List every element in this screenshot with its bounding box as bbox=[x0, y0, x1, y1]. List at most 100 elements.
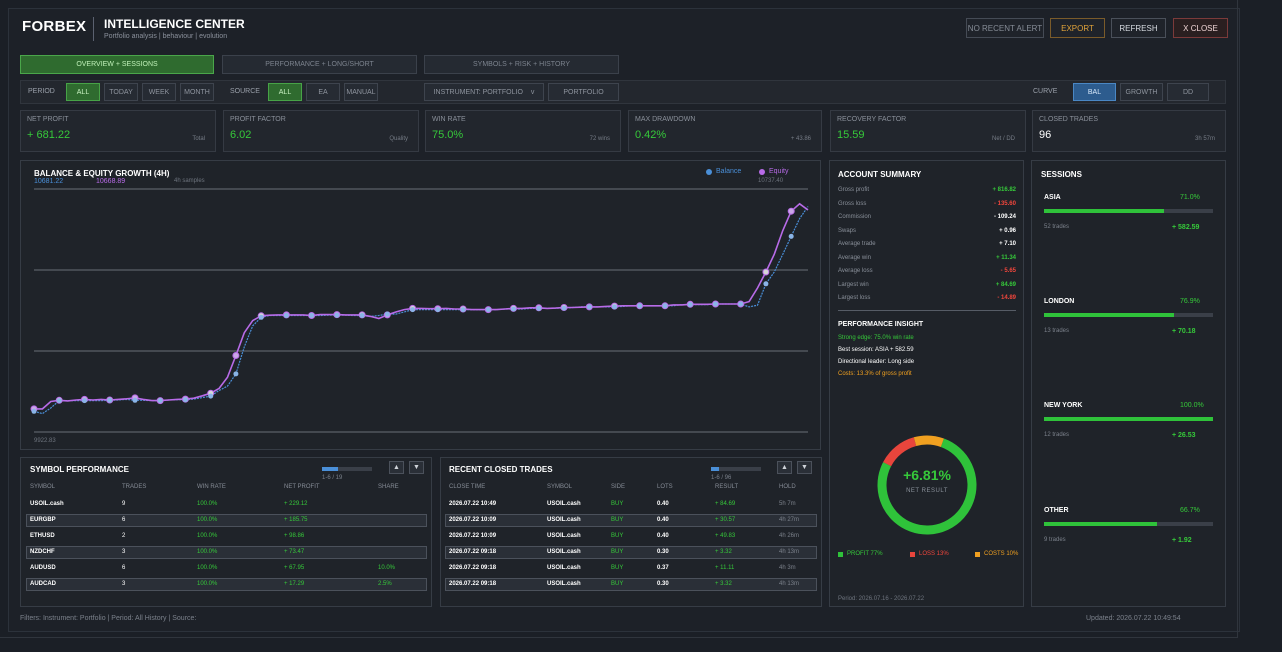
period-month-button[interactable]: MONTH bbox=[180, 83, 214, 101]
col-close-time: CLOSE TIME bbox=[449, 484, 486, 490]
curve-label: CURVE bbox=[1033, 88, 1058, 95]
balance-point bbox=[586, 304, 592, 310]
table-cell: 100.0% bbox=[197, 565, 218, 571]
session-profit: + 70.18 bbox=[1172, 328, 1196, 335]
table-row[interactable] bbox=[26, 578, 427, 591]
summary-value: + 0.96 bbox=[999, 227, 1016, 234]
refresh-button[interactable]: REFRESH bbox=[1111, 18, 1166, 38]
table-row[interactable] bbox=[445, 498, 817, 511]
legend-equity-label: Equity bbox=[769, 168, 789, 175]
summary-label: Average trade bbox=[838, 241, 876, 247]
page-up-icon[interactable]: ▲ bbox=[389, 461, 404, 474]
alert-status-button[interactable]: NO RECENT ALERT bbox=[966, 18, 1044, 38]
balance-point bbox=[309, 313, 315, 318]
table-cell: AUDUSD bbox=[30, 565, 56, 571]
symbol-scroll-fill bbox=[322, 467, 338, 471]
balance-point bbox=[536, 305, 542, 311]
period-label: PERIOD bbox=[28, 88, 55, 95]
table-row[interactable] bbox=[445, 578, 817, 591]
table-cell: NZDCHF bbox=[30, 549, 55, 555]
equity-point bbox=[762, 268, 770, 276]
table-row[interactable] bbox=[445, 514, 817, 527]
table-cell: 2026.07.22 10:09 bbox=[449, 533, 497, 539]
kpi-note: 72 wins bbox=[589, 136, 610, 142]
period-week-button[interactable]: WEEK bbox=[142, 83, 176, 101]
source-all-button[interactable]: ALL bbox=[268, 83, 302, 101]
session-win-rate: 100.0% bbox=[1180, 402, 1204, 409]
page-down-icon[interactable]: ▼ bbox=[409, 461, 424, 474]
period-today-button[interactable]: TODAY bbox=[104, 83, 138, 101]
portfolio-button[interactable]: PORTFOLIO bbox=[548, 83, 619, 101]
balance-point bbox=[511, 306, 516, 312]
insight-line: Directional leader: Long side bbox=[838, 359, 915, 365]
table-cell: 5h 7m bbox=[779, 501, 796, 507]
summary-label: Commission bbox=[838, 214, 872, 220]
kpi-label: NET PROFIT bbox=[27, 116, 69, 123]
donut-value: +6.81% bbox=[903, 467, 951, 483]
summary-label: Gross profit bbox=[838, 187, 870, 193]
table-row[interactable] bbox=[445, 530, 817, 543]
table-row[interactable] bbox=[445, 546, 817, 559]
balance-point bbox=[182, 397, 188, 403]
table-row[interactable] bbox=[26, 498, 427, 511]
curve-growth-button[interactable]: GROWTH bbox=[1120, 83, 1163, 101]
session-name: OTHER bbox=[1044, 507, 1069, 514]
donut-costs-segment bbox=[877, 435, 977, 535]
page-up-icon[interactable]: ▲ bbox=[777, 461, 792, 474]
balance-point bbox=[788, 233, 794, 239]
balance-last-value: 10681.22 bbox=[34, 178, 64, 185]
source-manual-button[interactable]: MANUAL bbox=[344, 83, 378, 101]
session-win-rate: 66.7% bbox=[1180, 507, 1200, 514]
session-profit: + 1.92 bbox=[1172, 537, 1192, 544]
footer-filters: Filters: Instrument: Portfolio | Period:… bbox=[20, 615, 197, 622]
instrument-select-label: INSTRUMENT: PORTFOLIO bbox=[433, 88, 523, 96]
table-row[interactable] bbox=[26, 514, 427, 527]
table-cell: 0.40 bbox=[657, 501, 669, 507]
table-cell: + 98.86 bbox=[284, 533, 305, 539]
symbol-scroll-indicator[interactable] bbox=[322, 467, 372, 471]
curve-bal-button[interactable]: BAL bbox=[1073, 83, 1116, 101]
tab-overview-sessions[interactable]: OVERVIEW + SESSIONS bbox=[20, 55, 214, 74]
balance-point bbox=[132, 397, 138, 403]
tab-symbols-risk-history[interactable]: SYMBOLS + RISK + HISTORY bbox=[424, 55, 619, 74]
legend-balance[interactable]: Balance bbox=[706, 168, 741, 175]
legend-loss: LOSS 13% bbox=[910, 551, 949, 557]
col-symbol: SYMBOL bbox=[30, 484, 56, 490]
equity-dot-icon bbox=[759, 168, 765, 175]
summary-row: Largest loss - 14.89 bbox=[838, 295, 1016, 301]
curve-dd-button[interactable]: DD bbox=[1167, 83, 1209, 101]
table-cell: + 11.11 bbox=[715, 565, 735, 571]
insight-line: Strong edge: 75.0% win rate bbox=[838, 335, 914, 341]
table-cell: 0.30 bbox=[657, 581, 669, 587]
kpi-note: Total bbox=[192, 136, 205, 142]
page-down-icon[interactable]: ▼ bbox=[797, 461, 812, 474]
footer-updated: Updated: 2026.07.22 10:49:54 bbox=[1086, 615, 1181, 622]
period-all-button[interactable]: ALL bbox=[66, 83, 100, 101]
page-subtitle: Portfolio analysis | behaviour | evoluti… bbox=[104, 33, 228, 40]
table-cell: 0.37 bbox=[657, 565, 669, 571]
close-button[interactable]: X CLOSE bbox=[1173, 18, 1228, 38]
table-cell: + 67.95 bbox=[284, 565, 305, 571]
sessions-panel bbox=[1031, 160, 1226, 607]
trades-scroll-indicator[interactable] bbox=[711, 467, 761, 471]
table-row[interactable] bbox=[445, 562, 817, 575]
export-button[interactable]: EXPORT bbox=[1050, 18, 1105, 38]
symbol-performance-title: SYMBOL PERFORMANCE bbox=[30, 465, 129, 474]
table-cell: BUY bbox=[611, 533, 624, 539]
instrument-select[interactable]: INSTRUMENT: PORTFOLIO v bbox=[424, 83, 544, 101]
table-row[interactable] bbox=[26, 562, 427, 575]
balance-point bbox=[738, 301, 744, 307]
summary-value: - 109.24 bbox=[993, 214, 1016, 220]
kpi-recovery-factor: RECOVERY FACTOR 15.59 Net / DD bbox=[830, 110, 1026, 152]
table-cell: + 73.47 bbox=[284, 549, 305, 555]
table-row[interactable] bbox=[26, 530, 427, 543]
balance-point bbox=[208, 393, 214, 399]
source-ea-button[interactable]: EA bbox=[306, 83, 340, 101]
tab-performance-long-short[interactable]: PERFORMANCE + LONG/SHORT bbox=[222, 55, 417, 74]
table-row[interactable] bbox=[26, 546, 427, 559]
table-cell: 10.0% bbox=[378, 565, 396, 571]
session-profit: + 582.59 bbox=[1172, 224, 1200, 231]
table-cell: 2026.07.22 10:49 bbox=[449, 501, 497, 507]
legend-equity[interactable]: Equity bbox=[759, 168, 788, 175]
brand-logo: FORBEX bbox=[22, 18, 87, 35]
